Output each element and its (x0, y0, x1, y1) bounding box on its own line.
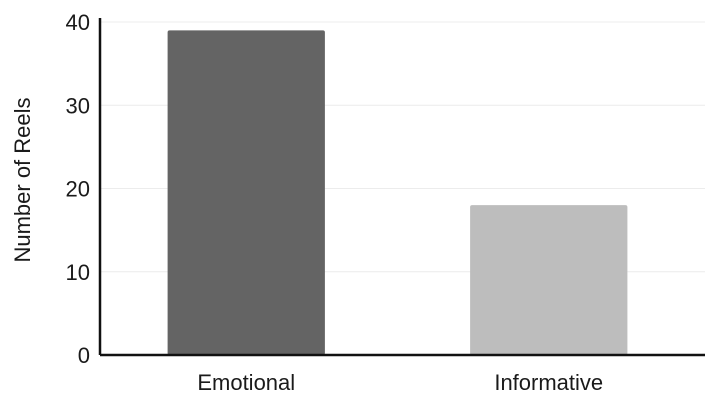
x-tick-label-informative: Informative (494, 370, 603, 394)
y-tick-label: 30 (66, 93, 90, 118)
y-tick-label: 40 (66, 10, 90, 35)
bars (167, 30, 628, 355)
x-tick-labels: Emotional Informative (197, 370, 603, 394)
y-tick-label: 0 (78, 343, 90, 368)
y-tick-label: 20 (66, 177, 90, 202)
bar-emotional (167, 30, 325, 355)
y-axis-title: Number of Reels (10, 97, 35, 262)
bar-informative (470, 205, 628, 355)
x-tick-label-emotional: Emotional (197, 370, 295, 394)
y-tick-label: 10 (66, 260, 90, 285)
y-tick-labels: 0 10 20 30 40 (66, 10, 90, 368)
